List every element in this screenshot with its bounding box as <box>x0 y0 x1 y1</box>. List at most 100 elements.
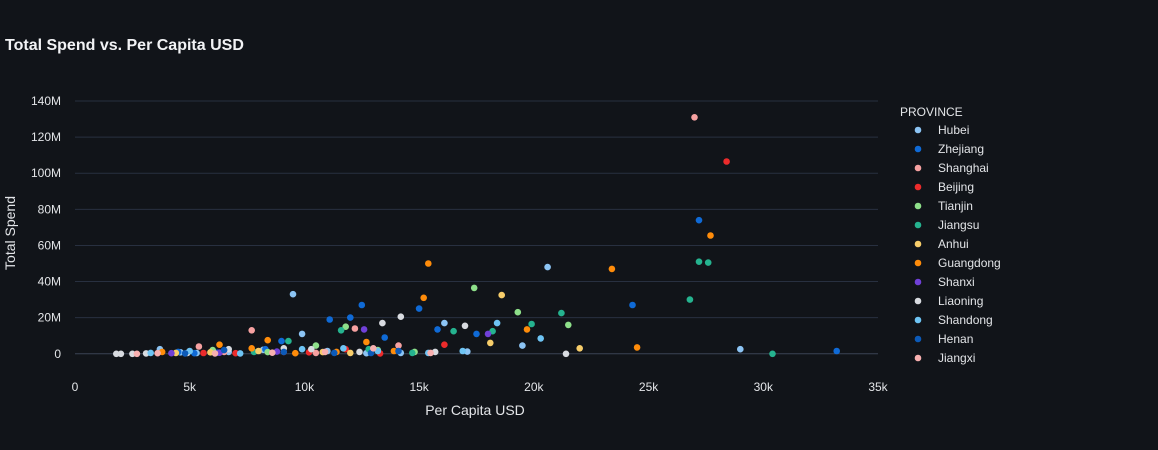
data-point[interactable] <box>168 349 175 357</box>
data-point[interactable] <box>381 334 389 341</box>
data-point[interactable] <box>427 349 434 357</box>
legend-item-tianjin[interactable]: Tianjin <box>914 199 973 213</box>
data-point[interactable] <box>200 349 207 357</box>
data-point[interactable] <box>493 319 501 327</box>
data-point[interactable] <box>358 301 366 309</box>
data-point[interactable] <box>695 216 703 224</box>
data-point[interactable] <box>695 258 703 266</box>
data-point[interactable] <box>356 348 363 356</box>
data-point[interactable] <box>473 330 480 338</box>
data-point[interactable] <box>289 290 297 298</box>
data-point[interactable] <box>326 316 334 323</box>
data-point[interactable] <box>248 345 255 352</box>
data-point[interactable] <box>565 321 572 329</box>
data-point[interactable] <box>686 296 694 303</box>
data-point[interactable] <box>285 337 292 345</box>
data-point[interactable] <box>537 335 544 342</box>
data-point[interactable] <box>363 338 370 346</box>
data-point[interactable] <box>608 265 616 273</box>
legend-item-jiangxi[interactable]: Jiangxi <box>914 351 976 365</box>
data-point[interactable] <box>704 259 712 266</box>
legend-item-guangdong[interactable]: Guangdong <box>914 256 1001 270</box>
data-point[interactable] <box>629 301 636 309</box>
data-point[interactable] <box>133 350 141 358</box>
data-point[interactable] <box>312 349 320 357</box>
legend-item-beijing[interactable]: Beijing <box>914 180 974 194</box>
legend-item-shandong[interactable]: Shandong <box>914 313 993 327</box>
data-point[interactable] <box>723 158 730 165</box>
data-point[interactable] <box>117 350 125 358</box>
data-point[interactable] <box>737 345 744 353</box>
legend-item-shanxi[interactable]: Shanxi <box>914 275 975 289</box>
data-point[interactable] <box>342 323 350 331</box>
data-point[interactable] <box>484 330 492 338</box>
data-point[interactable] <box>308 345 315 353</box>
data-point[interactable] <box>236 350 244 357</box>
data-point[interactable] <box>264 336 272 344</box>
data-point[interactable] <box>298 330 306 338</box>
data-point[interactable] <box>195 343 203 350</box>
legend-item-shanghai[interactable]: Shanghai <box>914 161 989 175</box>
data-point[interactable] <box>298 345 306 353</box>
data-point[interactable] <box>498 291 506 299</box>
data-point[interactable] <box>691 114 698 121</box>
data-point[interactable] <box>337 327 345 334</box>
data-point[interactable] <box>769 350 776 358</box>
data-point[interactable] <box>558 309 565 317</box>
data-point[interactable] <box>707 232 714 239</box>
data-point[interactable] <box>523 326 531 333</box>
data-point[interactable] <box>450 327 457 335</box>
data-point[interactable] <box>459 347 467 355</box>
data-point[interactable] <box>409 349 416 357</box>
data-point[interactable] <box>576 345 583 352</box>
data-point[interactable] <box>544 263 551 271</box>
data-point[interactable] <box>331 349 338 357</box>
data-point[interactable] <box>312 342 320 349</box>
data-point[interactable] <box>562 350 570 358</box>
data-point[interactable] <box>514 308 522 316</box>
data-point[interactable] <box>379 319 386 327</box>
data-point[interactable] <box>395 342 402 349</box>
data-point[interactable] <box>347 349 354 357</box>
data-point[interactable] <box>269 349 276 357</box>
legend-item-liaoning[interactable]: Liaoning <box>914 294 984 308</box>
data-point[interactable] <box>154 349 161 357</box>
data-point[interactable] <box>390 347 398 355</box>
data-point[interactable] <box>360 326 368 333</box>
data-point[interactable] <box>113 350 120 358</box>
data-point[interactable] <box>519 342 526 349</box>
data-point[interactable] <box>441 341 448 349</box>
legend-item-hubei[interactable]: Hubei <box>914 123 970 137</box>
data-point[interactable] <box>255 347 262 355</box>
data-point[interactable] <box>528 320 535 328</box>
legend-item-jiangsu[interactable]: Jiangsu <box>914 218 980 232</box>
data-point[interactable] <box>370 345 377 352</box>
data-point[interactable] <box>216 341 223 349</box>
data-point[interactable] <box>420 294 428 302</box>
data-point[interactable] <box>487 339 494 347</box>
data-point[interactable] <box>833 347 840 355</box>
data-point[interactable] <box>633 344 641 351</box>
data-point[interactable] <box>461 322 469 330</box>
data-point[interactable] <box>441 319 448 327</box>
data-point[interactable] <box>425 260 432 267</box>
data-point[interactable] <box>248 327 255 334</box>
data-point[interactable] <box>434 326 441 333</box>
data-point[interactable] <box>220 346 228 354</box>
legend-item-zhejiang[interactable]: Zhejiang <box>914 142 984 156</box>
data-point[interactable] <box>415 305 423 312</box>
data-point[interactable] <box>278 337 285 345</box>
data-point[interactable] <box>395 347 402 355</box>
data-point[interactable] <box>181 350 189 357</box>
data-point[interactable] <box>321 348 329 356</box>
data-point[interactable] <box>470 284 478 292</box>
data-point[interactable] <box>280 348 288 356</box>
data-point[interactable] <box>340 345 347 352</box>
data-point[interactable] <box>292 349 299 357</box>
data-point[interactable] <box>397 313 405 321</box>
legend-item-anhui[interactable]: Anhui <box>914 237 969 251</box>
legend-item-henan[interactable]: Henan <box>914 332 974 346</box>
data-point[interactable] <box>147 349 154 357</box>
data-point[interactable] <box>351 325 359 332</box>
data-point[interactable] <box>347 314 354 321</box>
